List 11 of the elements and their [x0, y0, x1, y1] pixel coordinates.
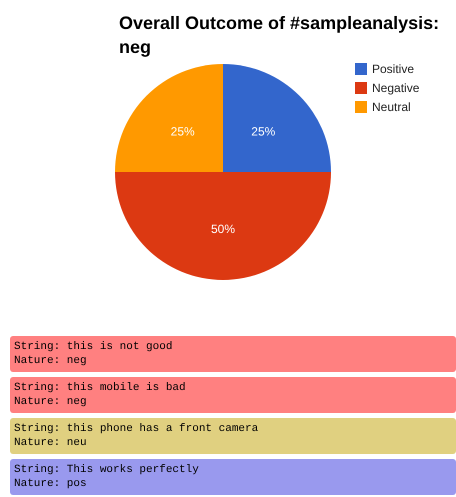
data-label: 25% — [170, 124, 196, 139]
text: String: This works perfectly Nature: pos — [10, 459, 456, 495]
legend-label: Negative — [372, 81, 420, 95]
data-label: 50% — [210, 222, 236, 236]
text: String: this is not good Nature: neg — [10, 336, 456, 372]
chart-title: Overall Outcome of #sampleanalysis: neg — [119, 13, 444, 57]
data-label: 25% — [251, 124, 276, 139]
text: String: this mobile is bad Nature: neg — [10, 377, 456, 413]
legend-label: Neutral — [372, 100, 411, 114]
text: String: this phone has a front camera Nature: neu — [10, 418, 456, 454]
legend-label: Positive — [372, 62, 414, 76]
